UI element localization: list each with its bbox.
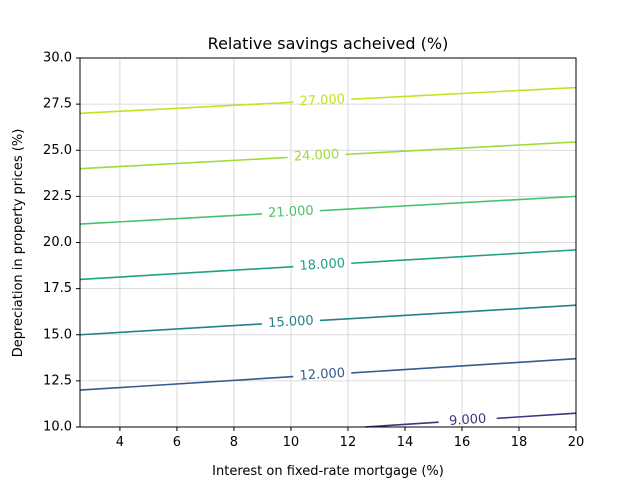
contour-lines: 9.000 12.000 15.000 18.000 21.000 24.000 27.00… [79, 86, 577, 429]
x-tick-label: 12 [340, 435, 357, 450]
contour-label: 15.000 [268, 313, 314, 331]
contour-label: 18.000 [299, 256, 345, 274]
y-tick-label: 25.0 [43, 143, 72, 158]
x-tick-label: 10 [283, 435, 300, 450]
contour-label: 12.000 [299, 366, 345, 384]
contour-line-segment [319, 304, 577, 322]
contour-line-segment [351, 86, 577, 101]
axes: 4 6 8 10 12 14 16 18 20 10.0 12.5 15.0 17.5 20.0 22.5 2… [43, 51, 584, 451]
y-axis-label: Depreciation in property prices (%) [11, 129, 26, 358]
y-tick-label: 30.0 [43, 51, 72, 66]
x-axis-label: Interest on fixed-rate mortgage (%) [212, 464, 444, 479]
chart-title: Relative savings acheived (%) [208, 34, 449, 53]
contour-level: 27.000 [79, 86, 577, 115]
y-tick-label: 22.5 [43, 189, 72, 204]
contour-level: 21.000 [79, 195, 577, 225]
contour-label: 24.000 [293, 147, 339, 164]
x-tick-label: 18 [511, 435, 528, 450]
x-tick-label: 16 [454, 435, 471, 450]
y-tick-label: 10.0 [43, 420, 72, 435]
x-tick-label: 6 [173, 435, 181, 450]
contour-line-segment [79, 101, 294, 115]
contour-line-segment [351, 357, 577, 374]
contour-level: 18.000 [79, 249, 577, 281]
contour-line-segment [496, 412, 577, 420]
contour-line-segment [319, 195, 577, 212]
y-tick-label: 20.0 [43, 235, 72, 250]
x-tick-label: 4 [116, 435, 124, 450]
contour-level: 9.000 [365, 412, 577, 429]
contour-line-segment [351, 249, 577, 265]
y-tick-label: 27.5 [43, 97, 72, 112]
y-tick-label: 15.0 [43, 327, 72, 342]
contour-level: 12.000 [79, 357, 577, 391]
x-tick-label: 14 [397, 435, 414, 450]
contour-line-segment [79, 375, 294, 391]
x-tick-label: 20 [568, 435, 585, 450]
contour-level: 24.000 [79, 141, 577, 170]
contour-label: 9.000 [449, 412, 487, 429]
contour-label: 27.000 [299, 92, 345, 109]
contour-line-segment [79, 156, 288, 170]
contour-label: 21.000 [268, 204, 314, 222]
contour-line-segment [79, 265, 294, 281]
contour-line-segment [79, 213, 263, 225]
contour-level: 15.000 [79, 304, 577, 336]
contour-line-segment [345, 141, 577, 156]
y-tick-label: 12.5 [43, 373, 72, 388]
y-tick-label: 17.5 [43, 281, 72, 296]
contour-line-segment [365, 421, 439, 428]
contour-line-segment [79, 323, 263, 336]
x-tick-label: 8 [230, 435, 238, 450]
